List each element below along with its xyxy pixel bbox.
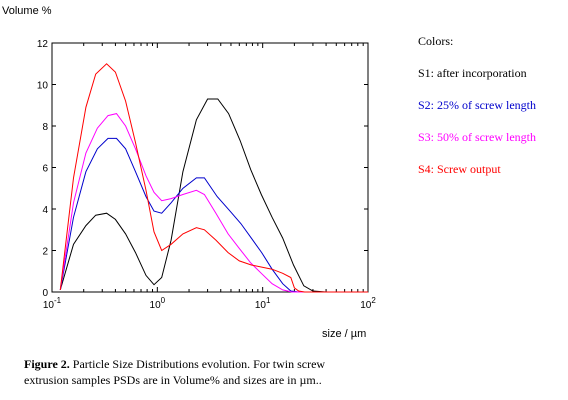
y-tick-label: 2 <box>42 247 48 258</box>
y-tick-label: 10 <box>37 81 49 92</box>
caption-label: Figure 2. <box>24 357 70 371</box>
x-tick-label: 102 <box>360 296 376 311</box>
series-line-s3 <box>59 113 368 293</box>
x-ticks: 10-1 100 101 102 <box>43 43 376 311</box>
series-lines <box>59 63 368 293</box>
y-ticks: 0 2 4 6 8 10 12 <box>37 39 368 299</box>
x-axis-label: size / µm <box>322 328 366 340</box>
y-tick-label: 4 <box>42 205 48 216</box>
caption-line-1: Particle Size Distributions evolution. F… <box>69 357 326 371</box>
x-tick-label: 10-1 <box>43 296 62 311</box>
series-line-s4 <box>59 63 368 293</box>
legend-item-s4: S4: Screw output <box>418 162 501 176</box>
y-axis-label: Volume % <box>2 5 52 17</box>
y-tick-label: 6 <box>42 164 48 175</box>
legend-item-s1: S1: after incorporation <box>418 66 527 80</box>
x-tick-label: 101 <box>255 296 271 311</box>
y-tick-label: 12 <box>37 39 49 50</box>
series-line-s2 <box>59 137 368 293</box>
plot-frame <box>51 42 369 293</box>
legend: Colors: S1: after incorporation S2: 25% … <box>418 34 566 194</box>
caption-line-2: extrusion samples PSDs are in Volume% an… <box>24 373 322 387</box>
x-tick-label: 100 <box>150 296 166 311</box>
y-tick-label: 8 <box>42 122 48 133</box>
legend-item-s2: S2: 25% of screw length <box>418 98 536 112</box>
legend-title: Colors: <box>418 34 454 48</box>
figure-caption: Figure 2. Particle Size Distributions ev… <box>24 356 554 388</box>
series-line-s1 <box>59 98 368 293</box>
y-tick-label: 0 <box>42 288 48 299</box>
legend-item-s3: S3: 50% of screw length <box>418 130 536 144</box>
